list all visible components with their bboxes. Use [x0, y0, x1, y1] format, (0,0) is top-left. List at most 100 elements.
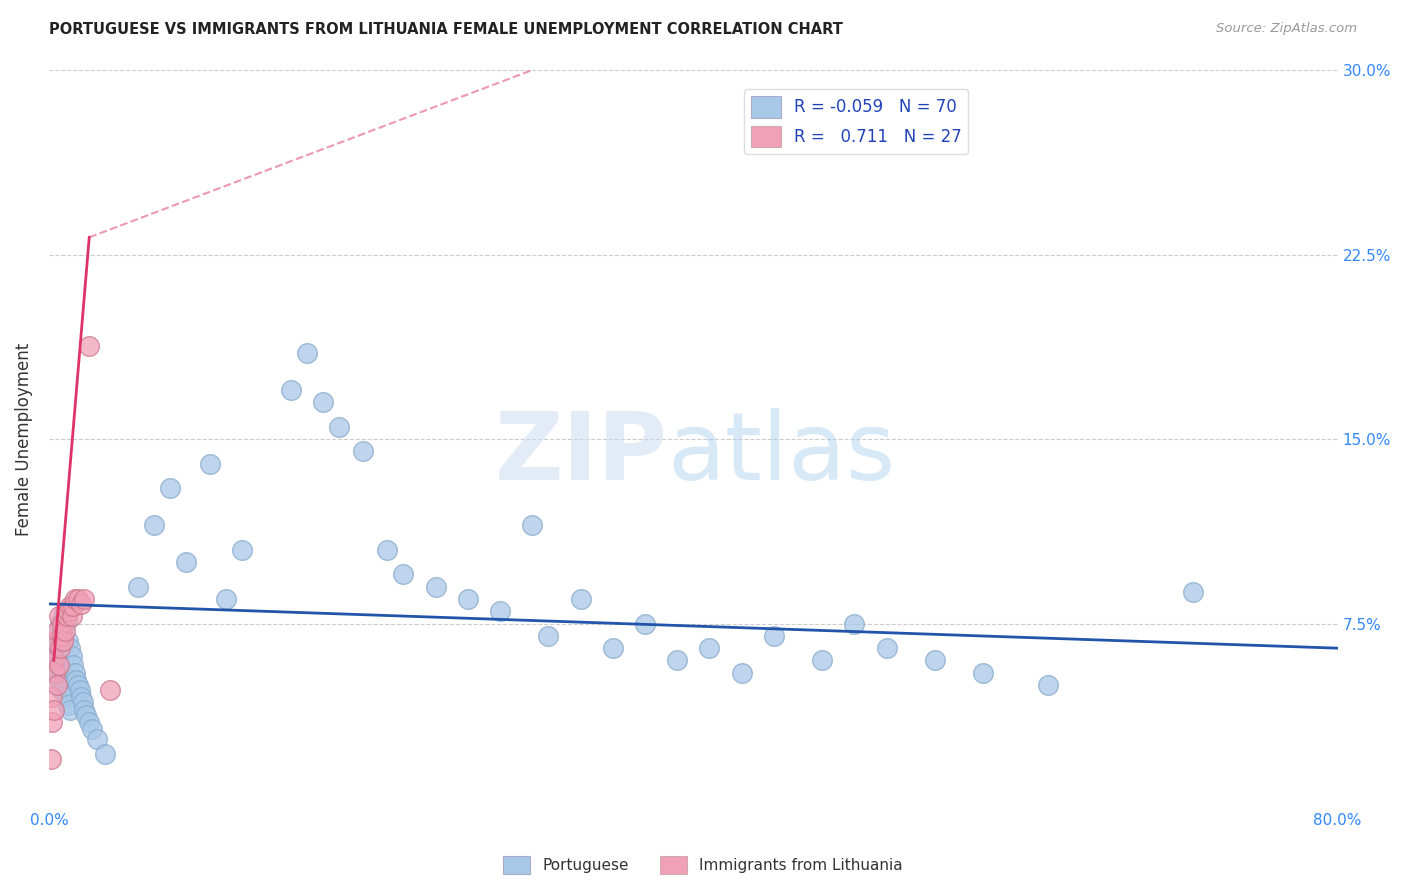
Point: [63, 591, 86, 606]
Point: [457, 591, 479, 606]
Point: [602, 641, 624, 656]
Point: [48, 673, 70, 688]
Point: [72, 695, 94, 709]
Point: [198, 457, 221, 471]
Point: [1181, 584, 1204, 599]
Point: [69, 683, 91, 698]
Point: [142, 518, 165, 533]
Point: [522, 518, 544, 533]
Point: [86, 732, 108, 747]
Point: [1036, 678, 1059, 692]
Text: PORTUGUESE VS IMMIGRANTS FROM LITHUANIA FEMALE UNEMPLOYMENT CORRELATION CHART: PORTUGUESE VS IMMIGRANTS FROM LITHUANIA …: [49, 22, 844, 37]
Point: [569, 591, 592, 606]
Point: [41, 714, 63, 729]
Point: [215, 591, 238, 606]
Point: [58, 604, 80, 618]
Point: [52, 633, 75, 648]
Point: [46, 678, 69, 692]
Point: [53, 678, 76, 692]
Point: [924, 653, 946, 667]
Point: [75, 707, 97, 722]
Point: [231, 542, 253, 557]
Point: [312, 395, 335, 409]
Point: [58, 698, 80, 712]
Point: [46, 653, 69, 667]
Point: [51, 683, 73, 698]
Point: [65, 673, 87, 688]
Point: [762, 629, 785, 643]
Legend: Portuguese, Immigrants from Lithuania: Portuguese, Immigrants from Lithuania: [496, 850, 910, 880]
Point: [59, 599, 82, 614]
Point: [489, 604, 512, 618]
Point: [73, 591, 96, 606]
Point: [425, 580, 447, 594]
Point: [844, 616, 866, 631]
Point: [77, 338, 100, 352]
Point: [59, 703, 82, 717]
Point: [39, 752, 62, 766]
Point: [55, 609, 77, 624]
Point: [328, 419, 350, 434]
Point: [174, 555, 197, 569]
Point: [60, 648, 83, 663]
Point: [62, 599, 84, 614]
Point: [375, 542, 398, 557]
Point: [60, 609, 83, 624]
Text: atlas: atlas: [668, 408, 896, 500]
Point: [66, 678, 89, 692]
Point: [537, 629, 560, 643]
Point: [51, 616, 73, 631]
Point: [59, 641, 82, 656]
Point: [44, 633, 66, 648]
Point: [82, 723, 104, 737]
Point: [94, 747, 117, 761]
Point: [58, 633, 80, 648]
Point: [730, 665, 752, 680]
Point: [48, 633, 70, 648]
Point: [634, 616, 657, 631]
Point: [53, 604, 76, 618]
Point: [44, 641, 66, 656]
Point: [55, 614, 77, 628]
Point: [127, 580, 149, 594]
Point: [41, 648, 63, 663]
Point: [41, 690, 63, 705]
Point: [49, 616, 72, 631]
Y-axis label: Female Unemployment: Female Unemployment: [15, 343, 32, 536]
Point: [52, 665, 75, 680]
Point: [972, 665, 994, 680]
Point: [98, 683, 121, 698]
Point: [73, 703, 96, 717]
Point: [53, 624, 76, 638]
Point: [295, 346, 318, 360]
Text: Source: ZipAtlas.com: Source: ZipAtlas.com: [1216, 22, 1357, 36]
Point: [42, 653, 65, 667]
Point: [46, 624, 69, 638]
Point: [666, 653, 689, 667]
Point: [44, 665, 66, 680]
Point: [44, 665, 66, 680]
Point: [66, 591, 89, 606]
Point: [49, 641, 72, 656]
Point: [42, 658, 65, 673]
Point: [55, 690, 77, 705]
Point: [159, 481, 181, 495]
Point: [352, 444, 374, 458]
Point: [70, 597, 93, 611]
Point: [52, 609, 75, 624]
Point: [63, 665, 86, 680]
Point: [699, 641, 721, 656]
Point: [280, 383, 302, 397]
Point: [811, 653, 834, 667]
Point: [77, 714, 100, 729]
Point: [51, 629, 73, 643]
Point: [876, 641, 898, 656]
Point: [392, 567, 415, 582]
Text: ZIP: ZIP: [495, 408, 668, 500]
Point: [49, 658, 72, 673]
Legend: R = -0.059   N = 70, R =   0.711   N = 27: R = -0.059 N = 70, R = 0.711 N = 27: [744, 89, 969, 154]
Point: [62, 658, 84, 673]
Point: [48, 658, 70, 673]
Point: [46, 629, 69, 643]
Point: [51, 624, 73, 638]
